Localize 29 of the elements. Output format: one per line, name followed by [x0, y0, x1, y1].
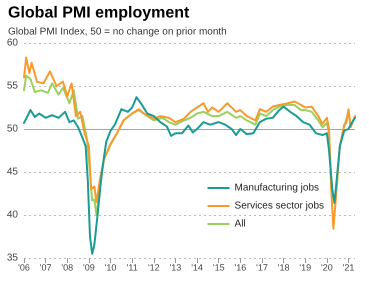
x-tick-label: '10 [104, 262, 116, 272]
x-tick-label: '13 [170, 262, 182, 272]
x-tick-label: '07 [40, 262, 52, 272]
x-tick-label: '12 [148, 262, 160, 272]
y-tick-label: 50 [6, 124, 18, 134]
chart-title: Global PMI employment [8, 4, 190, 22]
y-tick-label: 45 [6, 166, 18, 178]
x-tick-label: '08 [61, 262, 74, 272]
x-tick-label: '18 [278, 262, 290, 272]
x-tick-label: '19 [299, 262, 312, 272]
x-tick-label: '20 [321, 262, 333, 272]
x-tick-label: '16 [234, 262, 246, 272]
y-tick-label: 35 [6, 252, 18, 264]
legend-label: Manufacturing jobs [234, 182, 320, 194]
legend-label: All [234, 218, 246, 230]
y-tick-label: 55 [6, 80, 18, 92]
x-tick-label: '11 [126, 262, 138, 272]
y-tick-label: 60 [6, 38, 18, 48]
x-tick-label: '09 [83, 262, 95, 272]
x-tick-label: '17 [256, 262, 268, 272]
line-series [23, 96, 356, 255]
x-tick-label: '21 [342, 262, 354, 272]
x-tick-label: '14 [191, 262, 203, 272]
legend-label: Services sector jobs [234, 200, 324, 212]
line-series [23, 56, 356, 230]
y-tick-label: 40 [6, 210, 18, 220]
chart-subtitle: Global PMI Index, 50 = no change on prior month [8, 26, 227, 38]
x-tick-label: '15 [212, 262, 225, 272]
x-tick-label: '06 [18, 262, 30, 272]
